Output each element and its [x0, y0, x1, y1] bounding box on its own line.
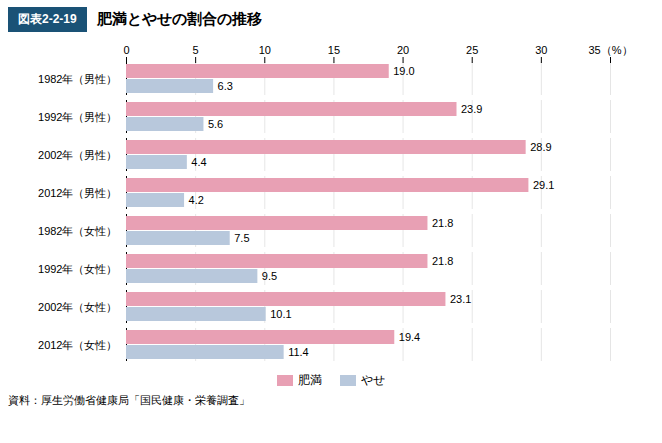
svg-text:10.1: 10.1: [270, 308, 291, 320]
svg-text:1992年（女性）: 1992年（女性）: [38, 263, 117, 275]
html-text:肥満とやせの割合の推移: 肥満とやせの割合の推移: [96, 9, 262, 27]
svg-text:19.4: 19.4: [399, 331, 420, 343]
svg-text:0: 0: [123, 44, 129, 56]
svg-text:4.2: 4.2: [189, 194, 204, 206]
svg-text:1982年（女性）: 1982年（女性）: [38, 225, 117, 237]
svg-text:25: 25: [466, 44, 478, 56]
svg-text:21.8: 21.8: [432, 217, 453, 229]
html-text:肥満: 肥満: [298, 373, 322, 387]
html-text:図表2-2-19: 図表2-2-19: [18, 11, 77, 26]
svg-text:2002年（男性）: 2002年（男性）: [38, 149, 117, 161]
html-text:資料：厚生労働省健康局「国民健康・栄養調査」: 資料：厚生労働省健康局「国民健康・栄養調査」: [8, 394, 250, 406]
svg-text:15: 15: [328, 44, 340, 56]
svg-text:9.5: 9.5: [262, 270, 277, 282]
svg-text:2002年（女性）: 2002年（女性）: [38, 301, 117, 313]
svg-text:5: 5: [193, 44, 199, 56]
svg-text:21.8: 21.8: [432, 255, 453, 267]
svg-text:20: 20: [397, 44, 409, 56]
svg-text:6.3: 6.3: [218, 80, 233, 92]
svg-text:35（%）: 35（%）: [588, 44, 632, 56]
svg-text:1992年（男性）: 1992年（男性）: [38, 111, 117, 123]
svg-text:19.0: 19.0: [393, 65, 414, 77]
svg-text:1982年（男性）: 1982年（男性）: [38, 73, 117, 85]
html-text:やせ: やせ: [361, 373, 385, 387]
svg-text:4.4: 4.4: [191, 156, 206, 168]
svg-text:23.9: 23.9: [461, 103, 482, 115]
svg-text:28.9: 28.9: [530, 141, 551, 153]
svg-text:2012年（男性）: 2012年（男性）: [38, 187, 117, 199]
svg-text:30: 30: [535, 44, 547, 56]
svg-text:7.5: 7.5: [234, 232, 249, 244]
svg-text:5.6: 5.6: [208, 118, 223, 130]
svg-text:10: 10: [259, 44, 271, 56]
svg-text:23.1: 23.1: [450, 293, 471, 305]
svg-text:29.1: 29.1: [533, 179, 554, 191]
svg-text:2012年（女性）: 2012年（女性）: [38, 339, 117, 351]
svg-text:11.4: 11.4: [288, 346, 309, 358]
